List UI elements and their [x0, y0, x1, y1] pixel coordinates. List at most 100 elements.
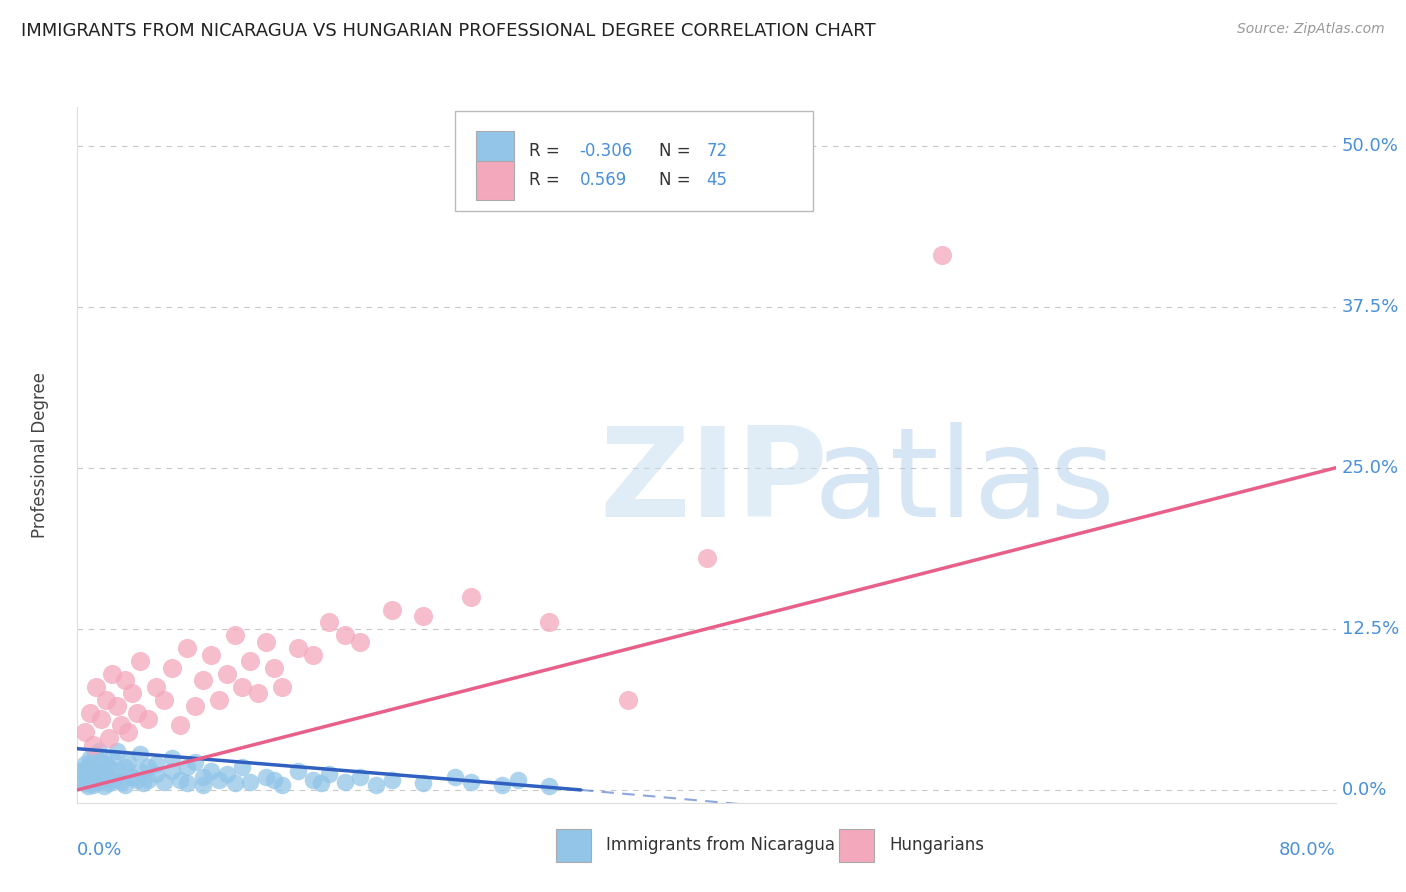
Point — [82, 738, 104, 752]
Point — [145, 680, 167, 694]
Text: R =: R = — [529, 142, 565, 160]
Point — [136, 760, 159, 774]
Text: 0.0%: 0.0% — [1341, 780, 1388, 799]
Point — [129, 747, 152, 761]
Point — [318, 767, 340, 781]
Point — [270, 680, 292, 694]
Point — [254, 770, 277, 784]
Text: 45: 45 — [707, 171, 727, 189]
Point — [191, 673, 215, 688]
Point — [412, 609, 434, 624]
Point — [160, 750, 183, 764]
Point — [263, 772, 285, 787]
Text: 72: 72 — [707, 142, 728, 160]
Point — [318, 615, 340, 630]
Point — [247, 686, 270, 700]
Point — [105, 699, 128, 714]
Point — [87, 767, 110, 781]
Point — [333, 775, 356, 789]
Point — [94, 692, 117, 706]
Text: N =: N = — [658, 171, 696, 189]
Point — [460, 590, 482, 604]
Point — [191, 778, 215, 792]
Point — [101, 667, 124, 681]
Point — [160, 764, 183, 778]
Text: 12.5%: 12.5% — [1341, 620, 1399, 638]
Point — [103, 772, 125, 787]
Point — [89, 744, 111, 758]
Point — [176, 760, 198, 774]
Point — [90, 712, 112, 726]
Point — [538, 779, 561, 793]
Point — [105, 764, 128, 778]
Point — [127, 706, 149, 720]
Point — [208, 692, 231, 706]
Point — [97, 776, 120, 790]
Point — [80, 770, 103, 784]
Point — [381, 772, 404, 787]
Text: 80.0%: 80.0% — [1279, 841, 1336, 859]
Point — [184, 755, 207, 769]
Point — [460, 775, 482, 789]
Point — [129, 654, 152, 668]
Point — [136, 772, 159, 787]
Point — [97, 731, 120, 746]
Point — [91, 764, 114, 778]
Point — [90, 772, 112, 787]
Text: ZIP: ZIP — [599, 422, 828, 543]
FancyBboxPatch shape — [456, 111, 814, 211]
FancyBboxPatch shape — [555, 829, 591, 862]
Point — [191, 770, 215, 784]
Point — [176, 776, 198, 790]
Text: 50.0%: 50.0% — [1341, 136, 1399, 154]
Point — [302, 772, 325, 787]
Point — [75, 776, 97, 790]
Point — [302, 648, 325, 662]
Text: atlas: atlas — [814, 422, 1115, 543]
Point — [444, 770, 467, 784]
Point — [931, 248, 953, 262]
Point — [114, 778, 136, 792]
Point — [412, 776, 434, 790]
Text: IMMIGRANTS FROM NICARAGUA VS HUNGARIAN PROFESSIONAL DEGREE CORRELATION CHART: IMMIGRANTS FROM NICARAGUA VS HUNGARIAN P… — [21, 22, 876, 40]
Point — [349, 770, 371, 784]
Text: 0.569: 0.569 — [579, 171, 627, 189]
Point — [121, 770, 143, 784]
Point — [132, 776, 155, 790]
Point — [117, 755, 139, 769]
Text: R =: R = — [529, 171, 565, 189]
Point — [127, 772, 149, 787]
Point — [254, 634, 277, 648]
Point — [69, 764, 91, 778]
Text: Hungarians: Hungarians — [889, 836, 984, 855]
Text: 37.5%: 37.5% — [1341, 298, 1399, 316]
Point — [82, 764, 104, 778]
Point — [76, 760, 98, 774]
Point — [506, 772, 529, 787]
Text: N =: N = — [658, 142, 696, 160]
Point — [94, 757, 117, 772]
Text: Immigrants from Nicaragua: Immigrants from Nicaragua — [606, 836, 835, 855]
Point — [696, 551, 718, 566]
Point — [75, 725, 97, 739]
FancyBboxPatch shape — [477, 131, 515, 169]
Point — [231, 760, 253, 774]
Point — [538, 615, 561, 630]
Point — [79, 706, 101, 720]
Point — [333, 628, 356, 642]
Point — [114, 673, 136, 688]
Point — [110, 718, 132, 732]
Point — [366, 778, 388, 792]
Point — [200, 764, 222, 778]
Point — [110, 775, 132, 789]
FancyBboxPatch shape — [477, 161, 515, 200]
Point — [75, 757, 97, 772]
Point — [287, 641, 309, 656]
Point — [491, 778, 513, 792]
Point — [121, 686, 143, 700]
Point — [224, 776, 246, 790]
Point — [224, 628, 246, 642]
Point — [239, 654, 262, 668]
Point — [101, 750, 124, 764]
Point — [231, 680, 253, 694]
